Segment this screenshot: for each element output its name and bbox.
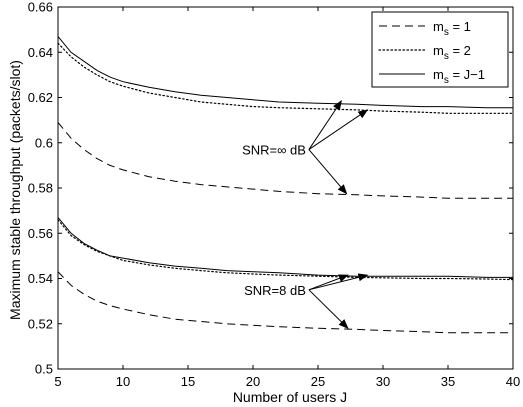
annotation-label: SNR=∞ dB bbox=[242, 143, 306, 158]
legend-entry-label: ms = 1 bbox=[433, 19, 471, 38]
y-tick-label: 0.6 bbox=[35, 135, 53, 150]
series-line-inf-solid bbox=[57, 36, 513, 109]
annotation-arrow bbox=[308, 273, 369, 291]
y-tick-label: 0.66 bbox=[28, 0, 53, 15]
legend: ms = 1 ms = 2 ms = J−1 bbox=[371, 11, 509, 88]
y-tick-label: 0.62 bbox=[28, 90, 53, 105]
series-line-8-solid bbox=[57, 217, 513, 278]
series-line-inf-dotted bbox=[57, 42, 514, 114]
annotation-arrow bbox=[308, 100, 342, 150]
y-tick-label: 0.58 bbox=[28, 181, 53, 196]
y-tick-label: 0.56 bbox=[28, 226, 53, 241]
legend-entry-label: ms = J−1 bbox=[433, 67, 485, 86]
series-line-inf-dashed bbox=[57, 122, 513, 199]
annotation-arrow bbox=[308, 109, 369, 150]
axes-group: 5 10 15 20 25 30 35 40 0.5 0.52 0.54 0.56 0.58 0.6 0.6… bbox=[28, 0, 521, 389]
y-tick-label: 0.54 bbox=[28, 271, 53, 286]
legend-entry-label: ms = 2 bbox=[433, 43, 471, 62]
y-axis-label: Maximum stable throughput (packets/slot) bbox=[7, 60, 23, 320]
annotation-arrow bbox=[308, 274, 349, 291]
x-tick-label: 20 bbox=[246, 374, 260, 389]
annotation-arrow bbox=[308, 149, 348, 195]
x-tick-label: 5 bbox=[54, 374, 61, 389]
annotation-label: SNR=8 dB bbox=[244, 283, 306, 298]
x-tick-label: 35 bbox=[441, 374, 455, 389]
y-tick-label: 0.64 bbox=[28, 45, 53, 60]
x-tick-label: 25 bbox=[311, 374, 325, 389]
x-tick-label: 10 bbox=[116, 374, 130, 389]
annotation-arrow bbox=[308, 289, 349, 329]
x-tick-label: 40 bbox=[506, 374, 520, 389]
x-tick-label: 15 bbox=[181, 374, 195, 389]
y-tick-label: 0.5 bbox=[35, 362, 53, 377]
annotation-group: SNR=∞ dB SNR=8 dB bbox=[242, 100, 369, 329]
y-tick-label: 0.52 bbox=[28, 316, 53, 331]
x-tick-label: 30 bbox=[376, 374, 390, 389]
x-axis-label: Number of users J bbox=[233, 389, 347, 405]
series-group bbox=[57, 36, 514, 334]
